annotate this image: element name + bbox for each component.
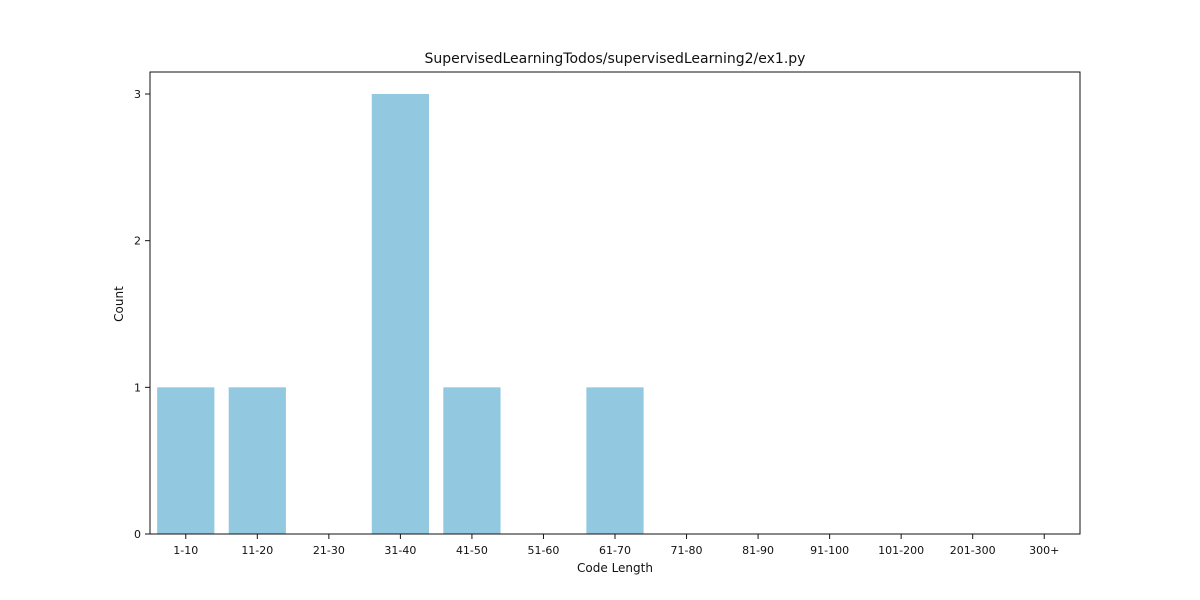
x-tick-label: 1-10 [173,544,198,557]
y-tick-label: 0 [134,528,141,541]
x-tick-label: 300+ [1029,544,1059,557]
x-tick-label: 41-50 [456,544,488,557]
y-tick-label: 1 [134,381,141,394]
bar-11-20 [228,387,286,534]
y-axis: 0 1 2 3 [134,88,150,541]
bar-1-10 [157,387,215,534]
bars-group [157,94,644,534]
x-tick-label: 31-40 [384,544,416,557]
x-tick-label: 61-70 [599,544,631,557]
x-axis: 1-10 11-20 21-30 31-40 41-50 51-60 61-70 71-80 8… [173,534,1059,557]
bar-41-50 [443,387,501,534]
x-axis-label: Code Length [577,561,653,575]
x-tick-label: 91-100 [810,544,849,557]
x-tick-label: 201-300 [950,544,996,557]
y-tick-label: 3 [134,88,141,101]
x-tick-label: 51-60 [527,544,559,557]
y-tick-label: 2 [134,235,141,248]
x-tick-label: 101-200 [878,544,924,557]
x-tick-label: 71-80 [671,544,703,557]
y-axis-label: Count [112,286,126,322]
chart-title: SupervisedLearningTodos/supervisedLearni… [425,51,806,67]
bar-61-70 [586,387,644,534]
bar-31-40 [371,94,429,534]
x-tick-label: 81-90 [742,544,774,557]
x-tick-label: 11-20 [241,544,273,557]
x-tick-label: 21-30 [313,544,345,557]
